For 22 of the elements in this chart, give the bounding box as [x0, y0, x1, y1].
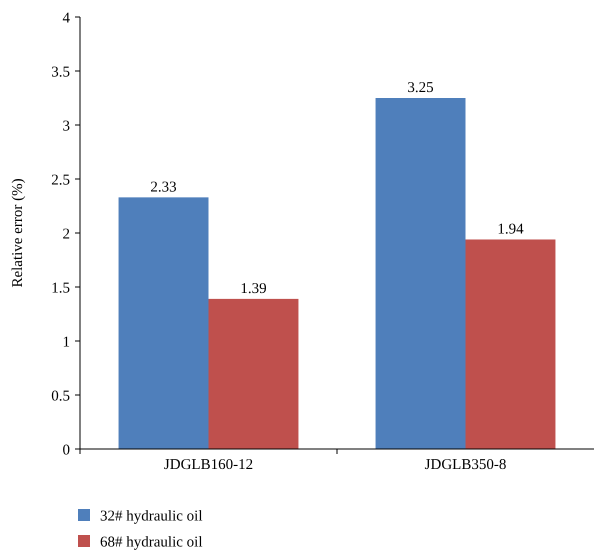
legend-label: 68# hydraulic oil: [100, 534, 202, 550]
bar: [466, 239, 556, 449]
bar: [376, 98, 466, 449]
y-tick-label: 3.5: [51, 64, 70, 80]
y-tick-label: 3: [62, 118, 70, 134]
x-tick-label: JDGLB160-12: [164, 457, 254, 473]
y-tick-label: 2.5: [51, 172, 70, 188]
bar: [208, 298, 298, 449]
y-tick-label: 0: [62, 442, 70, 458]
y-tick-label: 1: [62, 334, 70, 350]
data-label: 2.33: [150, 179, 177, 196]
y-tick-label: 0.5: [51, 388, 70, 404]
data-label: 1.39: [240, 280, 267, 297]
data-label: 3.25: [407, 80, 434, 96]
y-tick-label: 4: [62, 10, 70, 26]
y-tick-label: 1.5: [51, 280, 70, 296]
legend-label: 32# hydraulic oil: [100, 508, 202, 524]
y-axis-title: Relative error (%): [10, 178, 26, 288]
data-label: 1.94: [497, 221, 524, 238]
bar: [118, 197, 208, 449]
y-tick-label: 2: [62, 226, 70, 242]
x-tick-label: JDGLB350-8: [424, 457, 506, 473]
